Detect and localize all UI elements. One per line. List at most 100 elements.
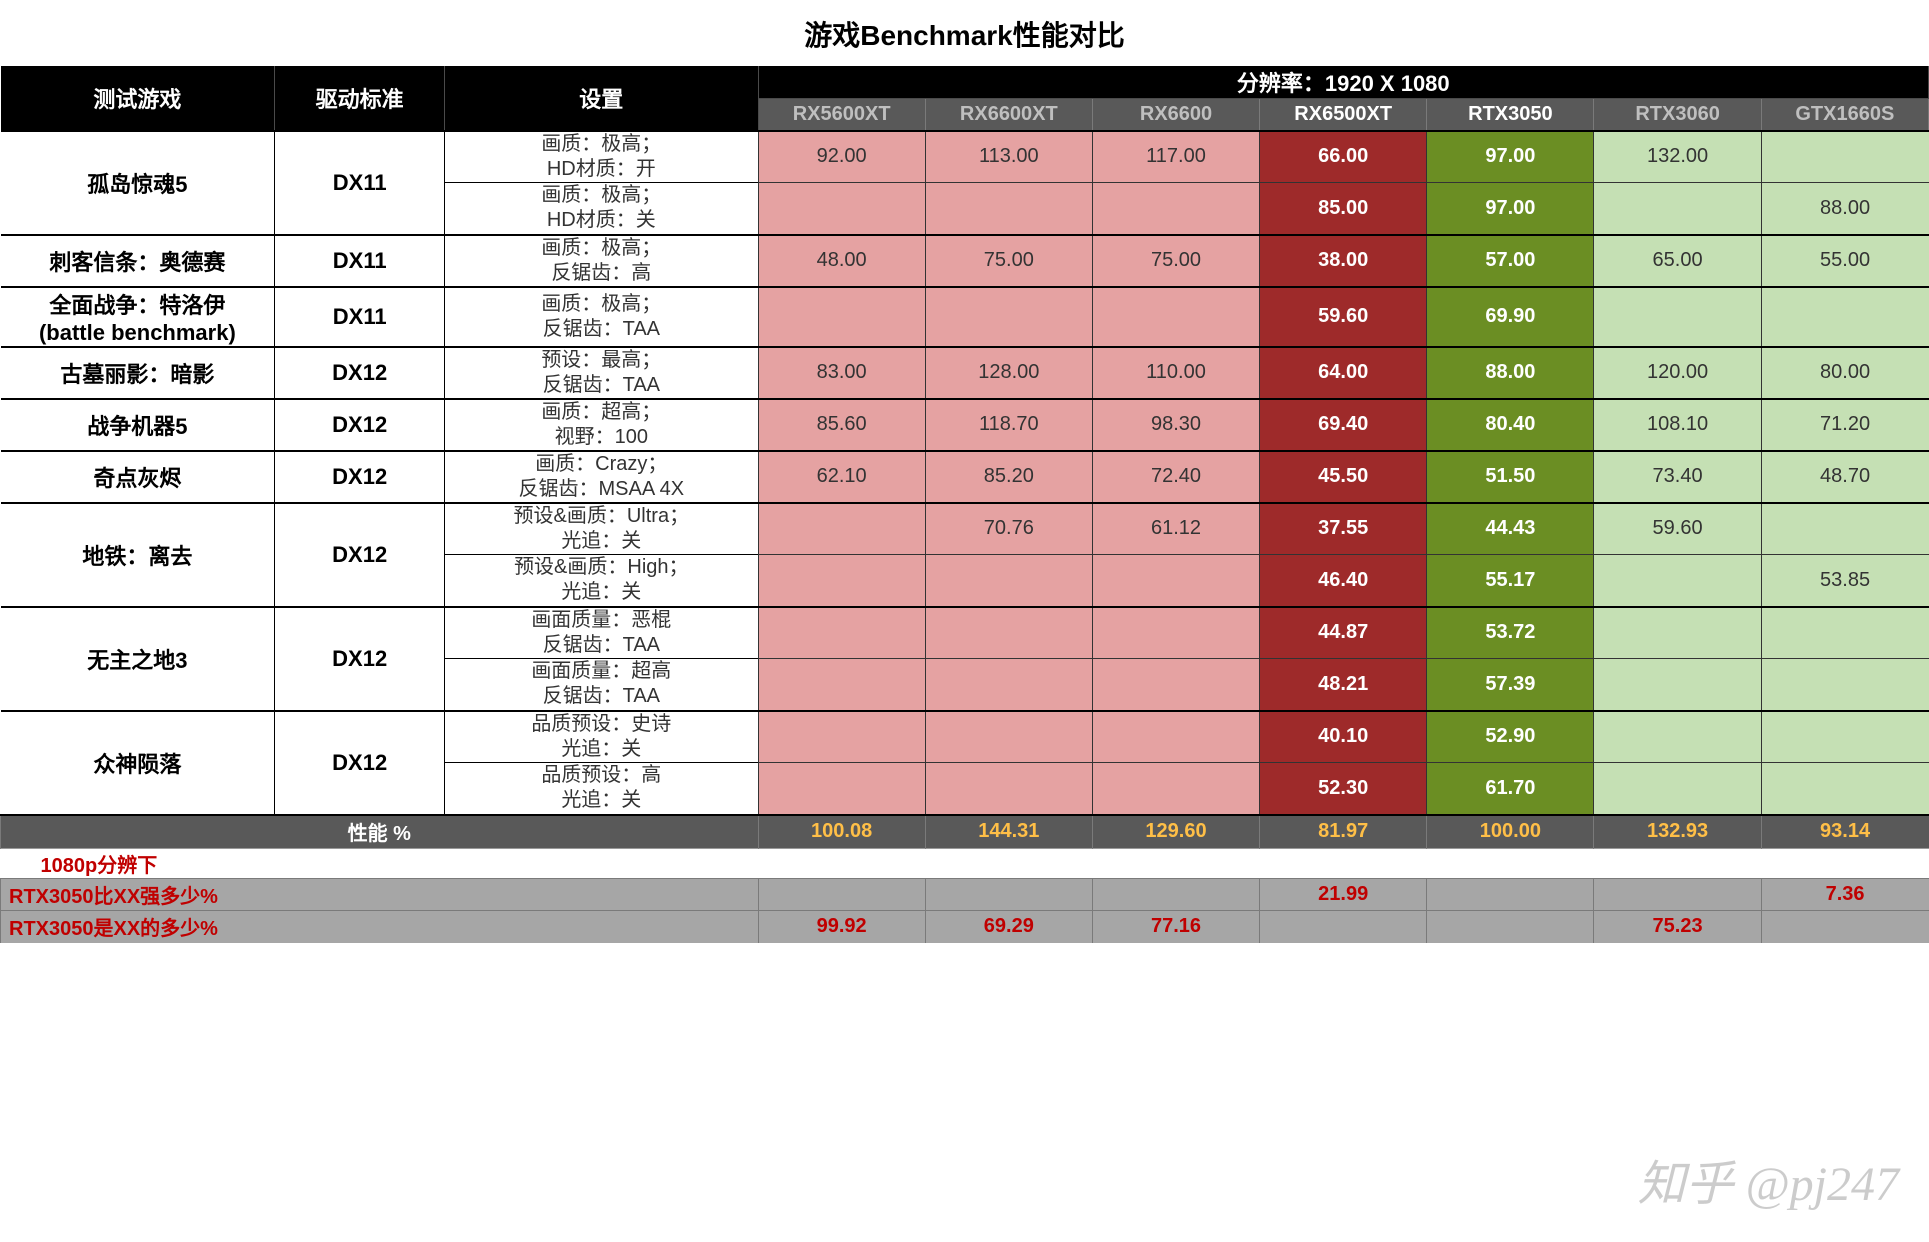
value-cell: 85.60 (758, 399, 925, 451)
api-cell: DX12 (275, 347, 445, 399)
value-cell: 85.20 (925, 451, 1092, 503)
value-cell (1761, 763, 1928, 815)
value-cell (925, 659, 1092, 711)
value-cell (925, 607, 1092, 659)
perf-value: 93.14 (1761, 815, 1928, 849)
cmp-label: RTX3050是XX的多少% (1, 911, 759, 943)
col-header-gpu: RX5600XT (758, 99, 925, 131)
setting-cell: 预设：最高；反锯齿：TAA (445, 347, 758, 399)
setting-cell: 画质：Crazy；反锯齿：MSAA 4X (445, 451, 758, 503)
watermark: 知乎 @pj247 (1638, 1144, 1900, 1214)
benchmark-table: 测试游戏驱动标准设置分辨率：1920 X 1080RX5600XTRX6600X… (0, 66, 1929, 943)
cmp-value (925, 879, 1092, 911)
game-cell: 地铁：离去 (1, 503, 275, 607)
value-cell (925, 183, 1092, 235)
value-cell (1092, 555, 1259, 607)
value-cell: 75.00 (1092, 235, 1259, 287)
note-row: 1080p分辨下 (1, 849, 1929, 879)
value-cell: 132.00 (1594, 131, 1761, 183)
value-cell: 113.00 (925, 131, 1092, 183)
game-cell: 无主之地3 (1, 607, 275, 711)
value-cell: 59.60 (1594, 503, 1761, 555)
value-cell: 83.00 (758, 347, 925, 399)
setting-cell: 画质：极高；HD材质：开 (445, 131, 758, 183)
value-cell: 44.87 (1260, 607, 1427, 659)
cmp-value (1761, 911, 1928, 943)
page-title: 游戏Benchmark性能对比 (0, 0, 1929, 66)
value-cell: 73.40 (1594, 451, 1761, 503)
perf-label: 性能 % (1, 815, 759, 849)
value-cell (1761, 131, 1928, 183)
api-cell: DX12 (275, 711, 445, 815)
value-cell: 70.76 (925, 503, 1092, 555)
value-cell (925, 711, 1092, 763)
setting-cell: 品质预设：高光追：关 (445, 763, 758, 815)
value-cell: 65.00 (1594, 235, 1761, 287)
game-cell: 全面战争：特洛伊(battle benchmark) (1, 287, 275, 347)
value-cell (758, 711, 925, 763)
value-cell (758, 659, 925, 711)
value-cell (1761, 607, 1928, 659)
value-cell: 55.00 (1761, 235, 1928, 287)
setting-cell: 画质：极高；反锯齿：高 (445, 235, 758, 287)
perf-value: 129.60 (1092, 815, 1259, 849)
cmp-value (758, 879, 925, 911)
value-cell (925, 287, 1092, 347)
value-cell: 48.00 (758, 235, 925, 287)
cmp-value (1427, 911, 1594, 943)
setting-cell: 画面质量：恶棍反锯齿：TAA (445, 607, 758, 659)
value-cell (1761, 659, 1928, 711)
value-cell: 55.17 (1427, 555, 1594, 607)
setting-cell: 画质：极高；反锯齿：TAA (445, 287, 758, 347)
value-cell: 88.00 (1427, 347, 1594, 399)
value-cell (758, 503, 925, 555)
value-cell: 46.40 (1260, 555, 1427, 607)
value-cell: 80.40 (1427, 399, 1594, 451)
api-cell: DX12 (275, 399, 445, 451)
value-cell: 51.50 (1427, 451, 1594, 503)
value-cell: 57.39 (1427, 659, 1594, 711)
value-cell (1594, 659, 1761, 711)
cmp-value (1260, 911, 1427, 943)
value-cell (925, 763, 1092, 815)
perf-value: 144.31 (925, 815, 1092, 849)
col-header-game: 测试游戏 (1, 66, 275, 131)
value-cell: 57.00 (1427, 235, 1594, 287)
value-cell (758, 763, 925, 815)
value-cell: 61.12 (1092, 503, 1259, 555)
value-cell: 66.00 (1260, 131, 1427, 183)
col-header-resolution: 分辨率：1920 X 1080 (758, 66, 1928, 99)
value-cell: 53.72 (1427, 607, 1594, 659)
value-cell: 59.60 (1260, 287, 1427, 347)
api-cell: DX11 (275, 287, 445, 347)
value-cell: 88.00 (1761, 183, 1928, 235)
value-cell (1092, 183, 1259, 235)
value-cell: 85.00 (1260, 183, 1427, 235)
game-cell: 众神陨落 (1, 711, 275, 815)
value-cell (1092, 287, 1259, 347)
value-cell: 37.55 (1260, 503, 1427, 555)
value-cell (758, 183, 925, 235)
value-cell (1761, 287, 1928, 347)
api-cell: DX12 (275, 503, 445, 607)
value-cell: 62.10 (758, 451, 925, 503)
value-cell: 128.00 (925, 347, 1092, 399)
value-cell: 69.40 (1260, 399, 1427, 451)
cmp-value: 21.99 (1260, 879, 1427, 911)
value-cell: 120.00 (1594, 347, 1761, 399)
api-cell: DX11 (275, 131, 445, 235)
value-cell: 98.30 (1092, 399, 1259, 451)
game-cell: 古墓丽影：暗影 (1, 347, 275, 399)
value-cell: 38.00 (1260, 235, 1427, 287)
col-header-gpu: GTX1660S (1761, 99, 1928, 131)
setting-cell: 画面质量：超高反锯齿：TAA (445, 659, 758, 711)
value-cell (758, 287, 925, 347)
value-cell: 97.00 (1427, 183, 1594, 235)
value-cell (1594, 555, 1761, 607)
value-cell (925, 555, 1092, 607)
value-cell: 118.70 (925, 399, 1092, 451)
api-cell: DX12 (275, 451, 445, 503)
perf-value: 100.00 (1427, 815, 1594, 849)
value-cell (758, 607, 925, 659)
value-cell: 108.10 (1594, 399, 1761, 451)
